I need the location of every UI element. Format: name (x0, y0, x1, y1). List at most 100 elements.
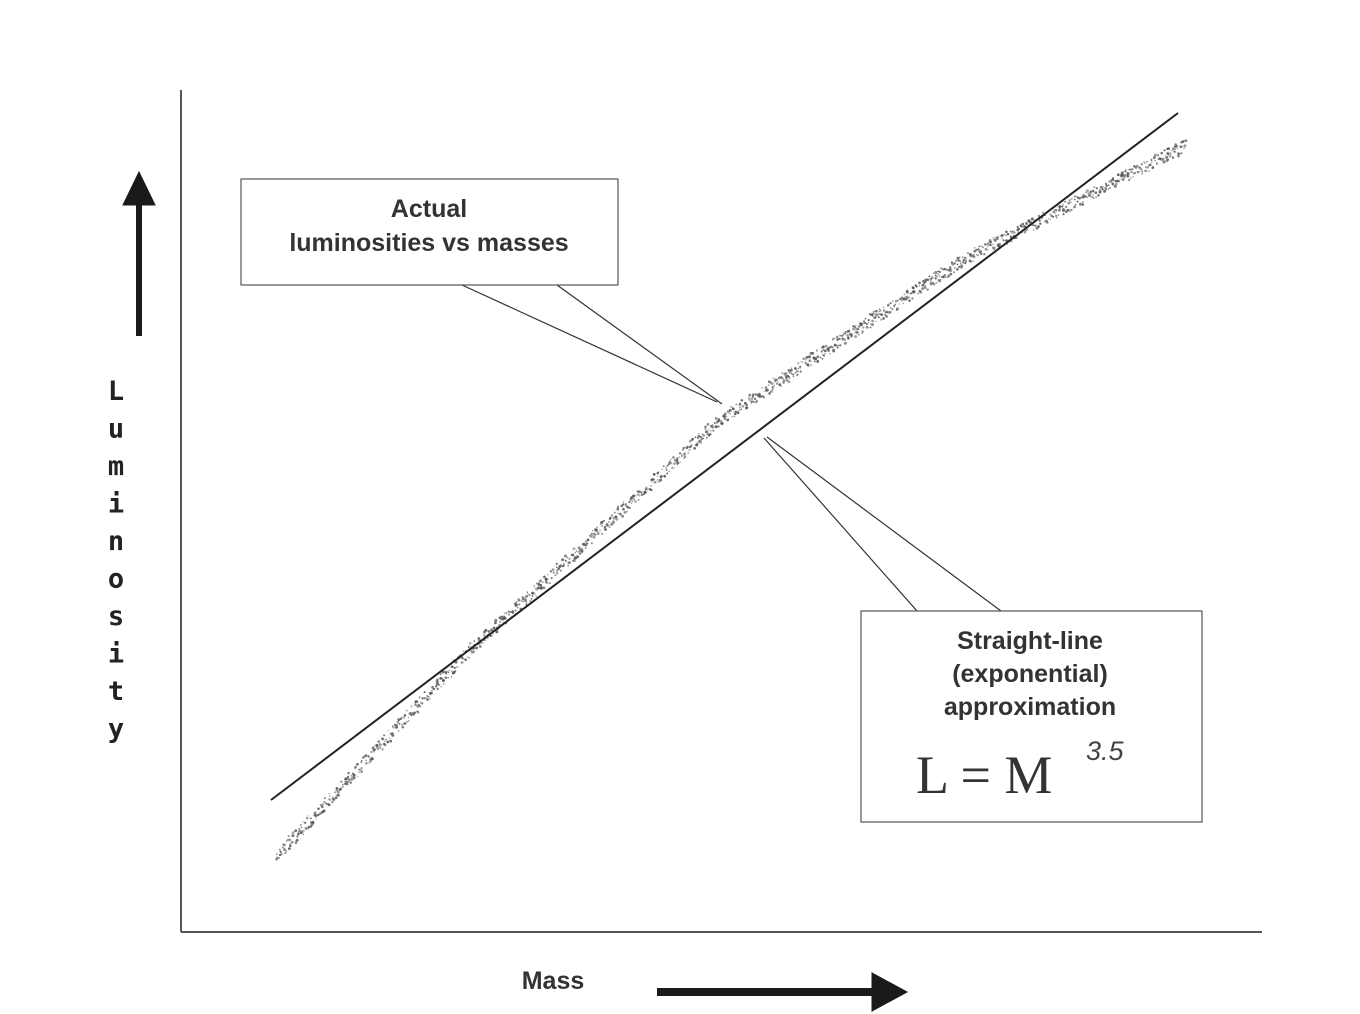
scatter-point (1098, 191, 1101, 194)
scatter-point (875, 320, 877, 323)
scatter-point (599, 523, 602, 526)
scatter-point (572, 559, 575, 563)
scatter-point (574, 551, 576, 554)
scatter-point (862, 326, 865, 329)
scatter-point (416, 710, 419, 713)
scatter-point (448, 669, 451, 672)
scatter-point (1103, 190, 1106, 193)
scatter-point (578, 552, 582, 555)
scatter-point (1168, 154, 1171, 156)
scatter-point (766, 388, 769, 392)
scatter-point (781, 372, 783, 374)
scatter-point (464, 658, 467, 661)
scatter-point (871, 323, 874, 326)
scatter-point (977, 254, 979, 256)
scatter-point (1094, 191, 1098, 195)
scatter-point (487, 630, 491, 633)
scatter-point (987, 244, 989, 247)
scatter-point (638, 490, 641, 494)
scatter-point (827, 347, 830, 350)
scatter-point (959, 256, 961, 259)
scatter-point (296, 835, 299, 838)
scatter-point (960, 262, 962, 264)
scatter-point (666, 472, 669, 475)
scatter-point (740, 408, 743, 410)
scatter-point (741, 404, 745, 408)
scatter-point (1058, 206, 1062, 209)
scatter-point (953, 267, 956, 269)
scatter-point (339, 787, 343, 790)
scatter-point (444, 671, 448, 674)
scatter-point (520, 599, 523, 602)
scatter-point (900, 298, 904, 302)
scatter-point (281, 846, 284, 849)
scatter-point (429, 698, 431, 700)
scatter-point (515, 601, 518, 603)
scatter-point (735, 403, 737, 406)
scatter-point (808, 355, 812, 359)
scatter-point (958, 265, 960, 268)
scatter-point (1107, 184, 1110, 187)
scatter-point (291, 834, 294, 836)
scatter-point (301, 829, 305, 833)
scatter-point (650, 488, 653, 492)
scatter-point (445, 673, 448, 675)
scatter-point (1117, 179, 1120, 182)
scatter-point (706, 432, 709, 435)
scatter-point (934, 274, 937, 277)
scatter-point (602, 519, 605, 523)
scatter-point (527, 593, 529, 595)
scatter-point (726, 410, 730, 414)
scatter-point (1112, 184, 1115, 187)
scatter-point (652, 478, 656, 481)
scatter-point (1160, 151, 1164, 155)
scatter-point (1164, 154, 1166, 157)
scatter-point (433, 687, 436, 691)
scatter-point (571, 553, 575, 556)
scatter-point (1138, 166, 1141, 169)
scatter-point (630, 496, 633, 499)
scatter-point (592, 535, 594, 537)
scatter-point (1152, 156, 1156, 160)
scatter-point (1130, 170, 1133, 174)
fit-callout-line2: (exponential) (952, 660, 1108, 688)
scatter-point (953, 262, 956, 265)
scatter-point (797, 373, 799, 376)
scatter-point (982, 246, 984, 249)
scatter-point (279, 850, 282, 854)
scatter-point (549, 582, 551, 584)
scatter-point (973, 246, 976, 249)
scatter-point (469, 642, 472, 645)
scatter-point (1003, 233, 1006, 236)
scatter-point (360, 761, 363, 764)
scatter-point (1124, 170, 1127, 173)
scatter-point (447, 671, 450, 674)
scatter-point (575, 550, 578, 552)
scatter-point (902, 297, 906, 301)
scatter-point (815, 349, 819, 352)
scatter-point (782, 379, 786, 382)
scatter-point (337, 793, 340, 797)
scatter-point (557, 567, 561, 570)
scatter-point (291, 831, 295, 835)
scatter-point (684, 451, 686, 454)
scatter-point (663, 475, 667, 478)
scatter-point (1055, 216, 1058, 219)
scatter-point (321, 803, 324, 807)
scatter-point (360, 767, 363, 770)
scatter-point (525, 594, 529, 598)
scatter-point (1055, 214, 1058, 217)
scatter-point (352, 773, 356, 777)
scatter-point (288, 847, 291, 850)
scatter-point (1170, 154, 1172, 156)
scatter-point (425, 696, 427, 699)
scatter-point (682, 446, 685, 450)
scatter-point (1007, 233, 1010, 236)
scatter-point (770, 382, 774, 385)
scatter-point (349, 777, 353, 781)
scatter-point (564, 554, 567, 558)
scatter-point (601, 524, 603, 527)
scatter-point (867, 319, 870, 321)
scatter-point (780, 385, 782, 387)
scatter-point (579, 548, 582, 552)
